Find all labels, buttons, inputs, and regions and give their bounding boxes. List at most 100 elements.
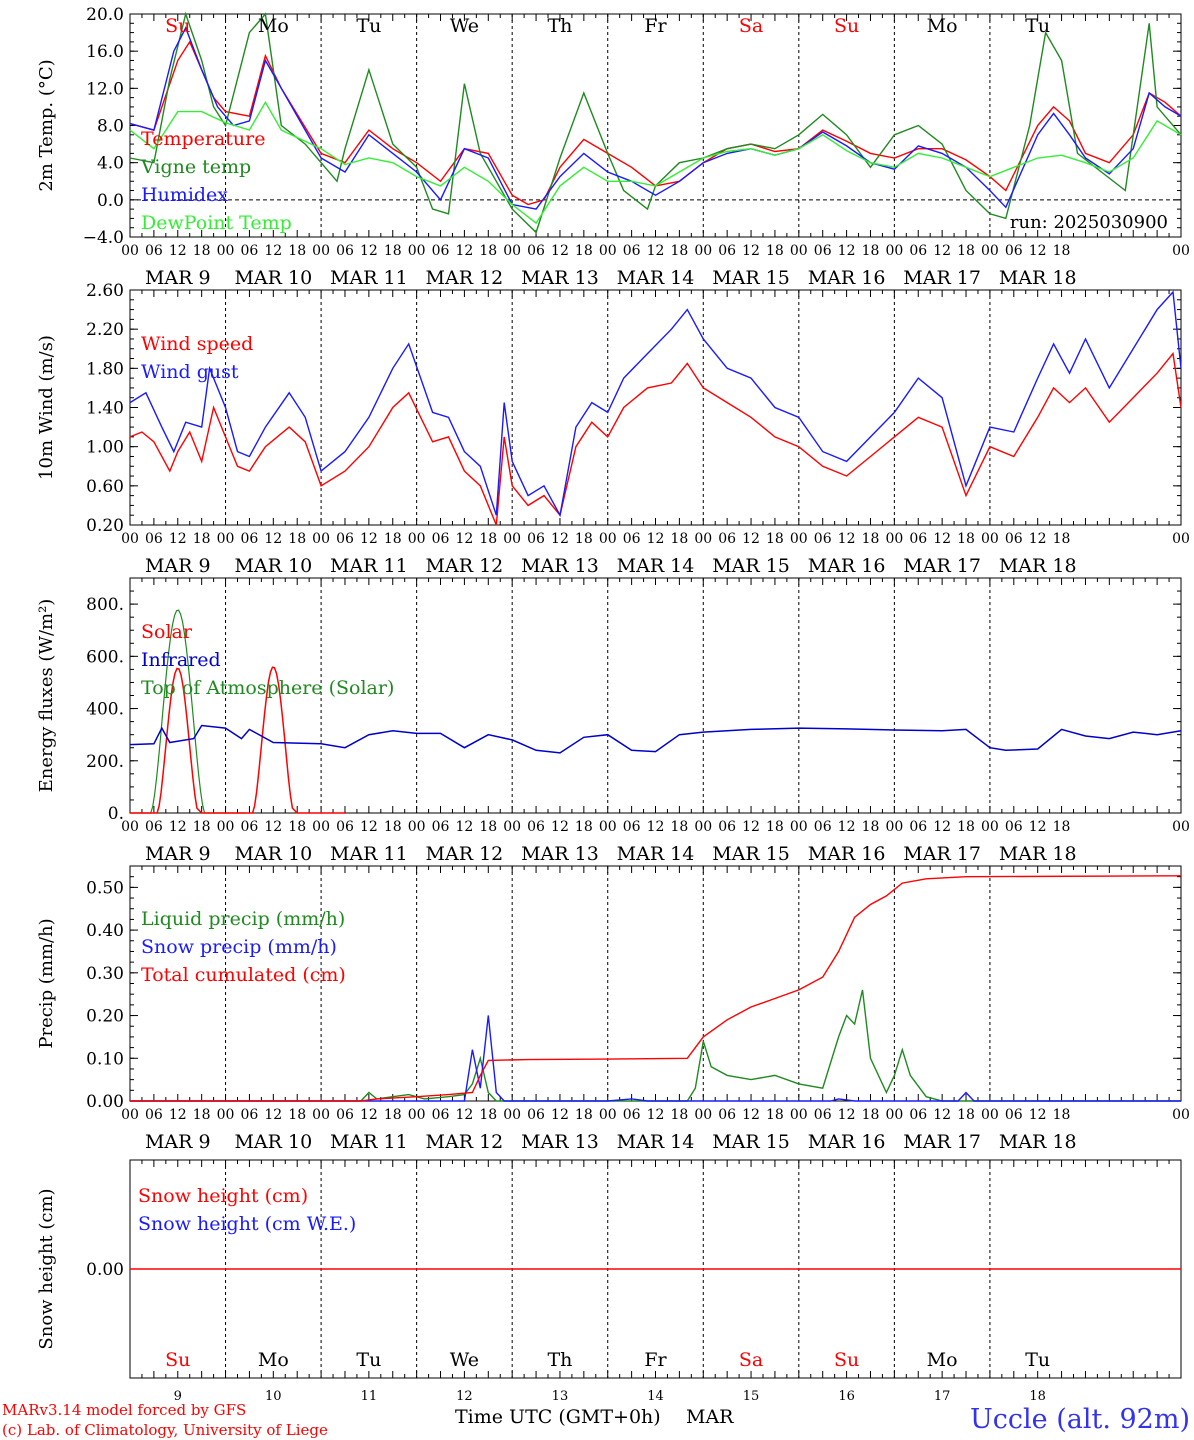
date-label: MAR 16 xyxy=(808,843,886,865)
y-axis-label: 2m Temp. (°C) xyxy=(36,59,57,191)
hour-label: 00 xyxy=(599,243,617,259)
hour-label: 06 xyxy=(145,819,163,835)
hour-label: 12 xyxy=(551,243,569,259)
date-label: MAR 13 xyxy=(521,843,599,865)
hour-label: 18 xyxy=(575,1107,593,1123)
hour-label: 18 xyxy=(193,819,211,835)
hour-label: 18 xyxy=(384,1107,402,1123)
hour-label: 18 xyxy=(766,243,784,259)
hour-label: 00 xyxy=(599,1107,617,1123)
legend-entry: Snow height (cm) xyxy=(138,1185,308,1207)
weekday-label-bottom: Sa xyxy=(739,1349,763,1371)
hour-label: 00 xyxy=(121,1107,139,1123)
day-number: 17 xyxy=(934,1389,951,1404)
hour-label: 00 xyxy=(790,243,808,259)
weekday-label-top: Tu xyxy=(1025,15,1050,37)
hour-label: 12 xyxy=(360,819,378,835)
hour-label: 00 xyxy=(503,819,521,835)
date-label: MAR 18 xyxy=(999,267,1077,289)
y-axis-label: Precip (mm/h) xyxy=(36,918,57,1048)
date-label: MAR 10 xyxy=(234,555,312,577)
hour-label: 00 xyxy=(694,819,712,835)
hour-label: 06 xyxy=(814,1107,832,1123)
hour-label: 00 xyxy=(503,531,521,547)
footer-model-line: MARv3.14 model forced by GFS xyxy=(2,1401,246,1419)
y-tick-label: 2.20 xyxy=(86,320,124,340)
hour-label: 00 xyxy=(1172,243,1190,259)
hour-label: 12 xyxy=(360,243,378,259)
y-tick-label: 1.00 xyxy=(86,438,124,458)
y-tick-label: 8.0 xyxy=(97,117,124,137)
weekday-label-top: Th xyxy=(547,15,572,37)
hour-label: 06 xyxy=(623,531,641,547)
hour-label: 12 xyxy=(455,819,473,835)
hour-label: 12 xyxy=(169,243,187,259)
hour-label: 18 xyxy=(862,1107,880,1123)
hour-label: 18 xyxy=(1053,243,1071,259)
hour-label: 12 xyxy=(169,1107,187,1123)
hour-label: 00 xyxy=(981,1107,999,1123)
y-tick-label: 1.40 xyxy=(86,399,124,419)
hour-label: 12 xyxy=(742,531,760,547)
hour-label: 12 xyxy=(455,243,473,259)
hour-label: 18 xyxy=(957,531,975,547)
panel-2: 2.60 2.20 1.80 1.40 1.00 0.60 0.20 10m Wind (m/… xyxy=(36,281,1190,577)
legend-entry: Liquid precip (mm/h) xyxy=(141,908,345,930)
date-label: MAR 12 xyxy=(426,267,504,289)
hour-label: 00 xyxy=(981,243,999,259)
date-label: MAR 13 xyxy=(521,555,599,577)
legend-entry: Total cumulated (cm) xyxy=(141,964,346,986)
y-axis-label: Snow height (cm) xyxy=(36,1188,57,1349)
hour-label: 06 xyxy=(1005,1107,1023,1123)
legend-entry: Solar xyxy=(141,621,193,643)
hour-label: 00 xyxy=(694,243,712,259)
hour-label: 00 xyxy=(790,531,808,547)
hour-label: 12 xyxy=(838,1107,856,1123)
date-label: MAR 10 xyxy=(234,843,312,865)
y-tick-label: 0.00 xyxy=(86,1260,124,1280)
hour-label: 18 xyxy=(288,1107,306,1123)
hour-label: 06 xyxy=(241,243,259,259)
hour-label: 12 xyxy=(1029,819,1047,835)
date-label: MAR 11 xyxy=(330,843,408,865)
hour-label: 06 xyxy=(909,1107,927,1123)
y-tick-label: 0.30 xyxy=(86,964,124,984)
hour-label: 12 xyxy=(1029,531,1047,547)
hour-label: 12 xyxy=(1029,243,1047,259)
hour-label: 18 xyxy=(384,819,402,835)
y-tick-label: 400. xyxy=(86,700,124,720)
date-label: MAR 15 xyxy=(712,843,790,865)
hour-label: 06 xyxy=(1005,243,1023,259)
hour-label: 00 xyxy=(885,1107,903,1123)
day-number: 13 xyxy=(552,1389,569,1404)
hour-label: 06 xyxy=(718,531,736,547)
hour-label: 18 xyxy=(479,1107,497,1123)
hour-label: 06 xyxy=(718,819,736,835)
hour-label: 06 xyxy=(527,243,545,259)
hour-label: 18 xyxy=(479,819,497,835)
hour-label: 00 xyxy=(885,531,903,547)
y-tick-label: 20.0 xyxy=(86,5,124,25)
hour-label: 06 xyxy=(909,819,927,835)
date-label: MAR 9 xyxy=(145,1131,211,1153)
legend-entry: Snow height (cm W.E.) xyxy=(138,1213,356,1235)
hour-label: 18 xyxy=(288,531,306,547)
weekday-label-bottom: Tu xyxy=(356,1349,381,1371)
y-tick-label: 2.60 xyxy=(86,281,124,301)
hour-label: 18 xyxy=(575,243,593,259)
hour-label: 18 xyxy=(957,1107,975,1123)
y-tick-label: 0.60 xyxy=(86,477,124,497)
weekday-label-top: We xyxy=(450,15,479,37)
hour-label: 12 xyxy=(551,1107,569,1123)
date-label: MAR 14 xyxy=(617,1131,695,1153)
hour-label: 18 xyxy=(670,531,688,547)
day-number: 14 xyxy=(647,1389,664,1404)
hour-label: 18 xyxy=(288,243,306,259)
date-label: MAR 9 xyxy=(145,555,211,577)
hour-label: 06 xyxy=(145,243,163,259)
hour-label: 06 xyxy=(814,531,832,547)
date-label: MAR 9 xyxy=(145,843,211,865)
hour-label: 12 xyxy=(551,531,569,547)
hour-label: 18 xyxy=(193,243,211,259)
hour-label: 00 xyxy=(217,1107,235,1123)
